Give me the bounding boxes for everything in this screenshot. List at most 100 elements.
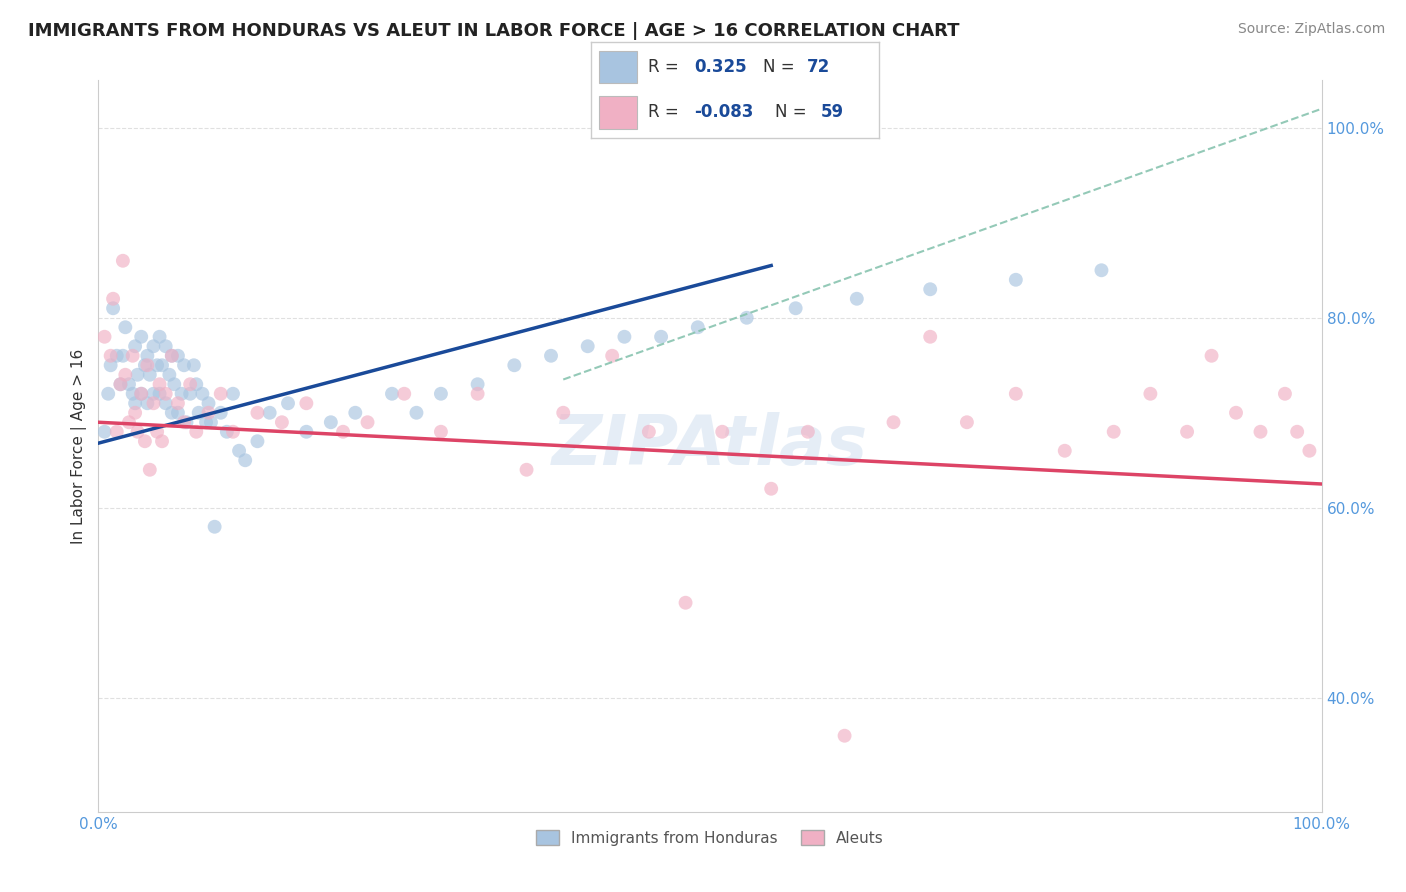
- Point: [1139, 386, 1161, 401]
- Point: [150, 358, 173, 372]
- Point: [163, 377, 186, 392]
- Point: [186, 377, 208, 392]
- Point: [845, 292, 868, 306]
- Point: [834, 729, 856, 743]
- Point: [246, 406, 269, 420]
- Point: [114, 368, 136, 382]
- Point: [956, 415, 979, 429]
- Point: [209, 406, 232, 420]
- Point: [356, 415, 378, 429]
- Point: [637, 425, 661, 439]
- Point: [1225, 406, 1247, 420]
- Point: [1102, 425, 1125, 439]
- Point: [155, 396, 177, 410]
- Point: [222, 425, 245, 439]
- Point: [1201, 349, 1223, 363]
- FancyBboxPatch shape: [599, 95, 637, 128]
- Point: [170, 386, 193, 401]
- Text: 0.325: 0.325: [695, 58, 747, 76]
- Point: [197, 406, 219, 420]
- Point: [100, 358, 122, 372]
- Point: [1053, 443, 1076, 458]
- Point: [93, 330, 115, 344]
- Point: [405, 406, 427, 420]
- Point: [146, 425, 169, 439]
- Point: [97, 386, 120, 401]
- Point: [392, 386, 416, 401]
- Point: [129, 386, 152, 401]
- Point: [381, 386, 404, 401]
- Point: [686, 320, 709, 334]
- Point: [121, 349, 143, 363]
- Point: [136, 358, 159, 372]
- Point: [200, 415, 222, 429]
- Point: [277, 396, 299, 410]
- Point: [167, 406, 190, 420]
- Point: [600, 349, 623, 363]
- Point: [191, 386, 214, 401]
- Point: [179, 386, 201, 401]
- Point: [118, 415, 141, 429]
- Point: [105, 349, 128, 363]
- Point: [176, 415, 198, 429]
- Point: [187, 406, 209, 420]
- Point: [797, 425, 820, 439]
- Text: N =: N =: [763, 58, 800, 76]
- Point: [155, 339, 177, 353]
- Point: [1004, 273, 1026, 287]
- Point: [186, 425, 208, 439]
- Text: ZIPAtlas: ZIPAtlas: [553, 412, 868, 480]
- Point: [142, 396, 165, 410]
- Point: [155, 386, 177, 401]
- Point: [344, 406, 367, 420]
- Point: [467, 386, 489, 401]
- Text: Source: ZipAtlas.com: Source: ZipAtlas.com: [1237, 22, 1385, 37]
- Point: [246, 434, 269, 449]
- Point: [761, 482, 783, 496]
- Point: [167, 396, 190, 410]
- Point: [136, 396, 159, 410]
- Point: [114, 320, 136, 334]
- Text: R =: R =: [648, 58, 685, 76]
- Point: [167, 349, 190, 363]
- Point: [139, 463, 162, 477]
- Point: [735, 310, 758, 325]
- Point: [1274, 386, 1296, 401]
- Point: [121, 386, 143, 401]
- Point: [1298, 443, 1320, 458]
- Point: [259, 406, 281, 420]
- Point: [650, 330, 672, 344]
- Point: [157, 368, 180, 382]
- Point: [430, 386, 453, 401]
- Point: [127, 425, 149, 439]
- Point: [160, 349, 183, 363]
- Point: [146, 358, 169, 372]
- Point: [228, 443, 250, 458]
- Legend: Immigrants from Honduras, Aleuts: Immigrants from Honduras, Aleuts: [530, 823, 890, 852]
- Point: [118, 377, 141, 392]
- Point: [110, 377, 132, 392]
- Point: [149, 330, 172, 344]
- Point: [270, 415, 294, 429]
- Point: [1175, 425, 1198, 439]
- Point: [319, 415, 342, 429]
- Point: [139, 368, 162, 382]
- Point: [430, 425, 453, 439]
- Point: [515, 463, 537, 477]
- Point: [134, 434, 156, 449]
- Point: [136, 349, 159, 363]
- Point: [134, 358, 156, 372]
- Point: [883, 415, 905, 429]
- Point: [124, 339, 146, 353]
- Point: [93, 425, 115, 439]
- Point: [195, 415, 218, 429]
- Point: [142, 386, 165, 401]
- Point: [173, 415, 195, 429]
- Point: [101, 301, 124, 316]
- Text: N =: N =: [775, 103, 811, 121]
- FancyBboxPatch shape: [599, 51, 637, 83]
- Point: [295, 396, 318, 410]
- Point: [785, 301, 807, 316]
- Point: [1286, 425, 1309, 439]
- Point: [920, 282, 942, 296]
